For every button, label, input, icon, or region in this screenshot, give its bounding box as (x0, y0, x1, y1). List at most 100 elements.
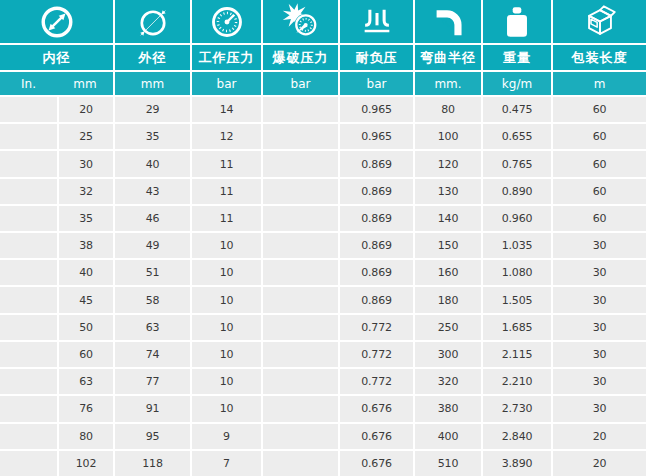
cell-inner-diameter-mm-row3: 30 (59, 151, 113, 176)
cell-bend-radius-row11: 320 (415, 369, 481, 394)
cell-weight-row14: 3.890 (483, 451, 551, 476)
cell-weight-row7: 1.080 (483, 260, 551, 285)
cell-outer-diameter-row7: 51 (115, 260, 190, 285)
header-weight: 重量 (483, 45, 551, 70)
cell-bend-radius-row2: 100 (415, 124, 481, 149)
cell-burst-pressure-row1 (263, 97, 338, 122)
cell-burst-pressure-row10 (263, 342, 338, 367)
cell-bend-radius-row6: 150 (415, 233, 481, 258)
cell-burst-pressure-row14 (263, 451, 338, 476)
cell-bend-radius-row10: 300 (415, 342, 481, 367)
cell-burst-pressure-row5 (263, 206, 338, 231)
cell-vacuum-row2: 0.965 (340, 124, 413, 149)
cell-inner-diameter-mm-row8: 45 (59, 287, 113, 312)
cell-vacuum-row7: 0.869 (340, 260, 413, 285)
cell-weight-row8: 1.505 (483, 287, 551, 312)
cell-vacuum-row10: 0.772 (340, 342, 413, 367)
cell-burst-pressure-row4 (263, 179, 338, 204)
cell-weight-row10: 2.115 (483, 342, 551, 367)
cell-inner-diameter-in-row13 (0, 424, 57, 449)
cell-working-pressure-row10: 10 (192, 342, 261, 367)
cell-vacuum-row5: 0.869 (340, 206, 413, 231)
cell-outer-diameter-row1: 29 (115, 97, 190, 122)
cell-inner-diameter-in-row1 (0, 97, 57, 122)
cell-outer-diameter-row3: 40 (115, 151, 190, 176)
unit-outer-diameter: mm (115, 72, 190, 95)
cell-working-pressure-row6: 10 (192, 233, 261, 258)
cell-outer-diameter-row14: 118 (115, 451, 190, 476)
header-outer-diameter: 外径 (115, 45, 190, 70)
cell-inner-diameter-in-row2 (0, 124, 57, 149)
cell-inner-diameter-mm-row11: 63 (59, 369, 113, 394)
cell-vacuum-row4: 0.869 (340, 179, 413, 204)
header-vacuum: 耐负压 (340, 45, 413, 70)
cell-working-pressure-row1: 14 (192, 97, 261, 122)
pressure-gauge-icon (208, 3, 246, 41)
unit-package-length: m (553, 72, 646, 95)
cell-package-length-row1: 60 (553, 97, 646, 122)
header-icon-outer-diameter (115, 0, 190, 43)
cell-inner-diameter-mm-row13: 80 (59, 424, 113, 449)
cell-package-length-row6: 30 (553, 233, 646, 258)
cell-outer-diameter-row13: 95 (115, 424, 190, 449)
cell-working-pressure-row5: 11 (192, 206, 261, 231)
cell-working-pressure-row4: 11 (192, 179, 261, 204)
cell-bend-radius-row14: 510 (415, 451, 481, 476)
cell-burst-pressure-row3 (263, 151, 338, 176)
cell-inner-diameter-mm-row9: 50 (59, 315, 113, 340)
cell-package-length-row11: 30 (553, 369, 646, 394)
unit-inner-diameter-inch: In. (0, 72, 57, 95)
cell-burst-pressure-row12 (263, 396, 338, 421)
cell-inner-diameter-in-row7 (0, 260, 57, 285)
cell-inner-diameter-mm-row7: 40 (59, 260, 113, 285)
cell-weight-row1: 0.475 (483, 97, 551, 122)
cell-outer-diameter-row11: 77 (115, 369, 190, 394)
cell-weight-row9: 1.685 (483, 315, 551, 340)
cell-outer-diameter-row6: 49 (115, 233, 190, 258)
cell-inner-diameter-in-row14 (0, 451, 57, 476)
cell-package-length-row5: 60 (553, 206, 646, 231)
cell-weight-row12: 2.730 (483, 396, 551, 421)
cell-inner-diameter-mm-row6: 38 (59, 233, 113, 258)
bend-radius-icon (429, 3, 467, 41)
cell-inner-diameter-in-row8 (0, 287, 57, 312)
cell-inner-diameter-mm-row4: 32 (59, 179, 113, 204)
cell-outer-diameter-row5: 46 (115, 206, 190, 231)
cell-vacuum-row1: 0.965 (340, 97, 413, 122)
cell-bend-radius-row4: 130 (415, 179, 481, 204)
cell-weight-row4: 0.890 (483, 179, 551, 204)
cell-package-length-row10: 30 (553, 342, 646, 367)
cell-package-length-row4: 60 (553, 179, 646, 204)
cell-bend-radius-row7: 160 (415, 260, 481, 285)
header-package-length: 包装长度 (553, 45, 646, 70)
cell-bend-radius-row13: 400 (415, 424, 481, 449)
cell-weight-row13: 2.840 (483, 424, 551, 449)
cell-working-pressure-row2: 12 (192, 124, 261, 149)
cell-bend-radius-row3: 120 (415, 151, 481, 176)
unit-inner-diameter-mm: mm (57, 72, 113, 95)
cell-inner-diameter-in-row4 (0, 179, 57, 204)
header-icon-bend-radius (415, 0, 481, 43)
outer-diameter-icon (134, 3, 172, 41)
cell-inner-diameter-in-row10 (0, 342, 57, 367)
cell-inner-diameter-in-row5 (0, 206, 57, 231)
cell-vacuum-row12: 0.676 (340, 396, 413, 421)
unit-bend-radius: mm. (415, 72, 481, 95)
unit-burst-pressure: bar (263, 72, 338, 95)
cell-package-length-row2: 60 (553, 124, 646, 149)
unit-working-pressure: bar (192, 72, 261, 95)
cell-weight-row2: 0.655 (483, 124, 551, 149)
cell-working-pressure-row13: 9 (192, 424, 261, 449)
cell-inner-diameter-mm-row1: 20 (59, 97, 113, 122)
header-icon-inner-diameter (0, 0, 113, 43)
cell-vacuum-row14: 0.676 (340, 451, 413, 476)
cell-vacuum-row9: 0.772 (340, 315, 413, 340)
cell-bend-radius-row1: 80 (415, 97, 481, 122)
cell-working-pressure-row11: 10 (192, 369, 261, 394)
header-icon-vacuum (340, 0, 413, 43)
cell-package-length-row9: 30 (553, 315, 646, 340)
cell-outer-diameter-row10: 74 (115, 342, 190, 367)
cell-vacuum-row6: 0.869 (340, 233, 413, 258)
cell-working-pressure-row7: 10 (192, 260, 261, 285)
cell-vacuum-row8: 0.869 (340, 287, 413, 312)
